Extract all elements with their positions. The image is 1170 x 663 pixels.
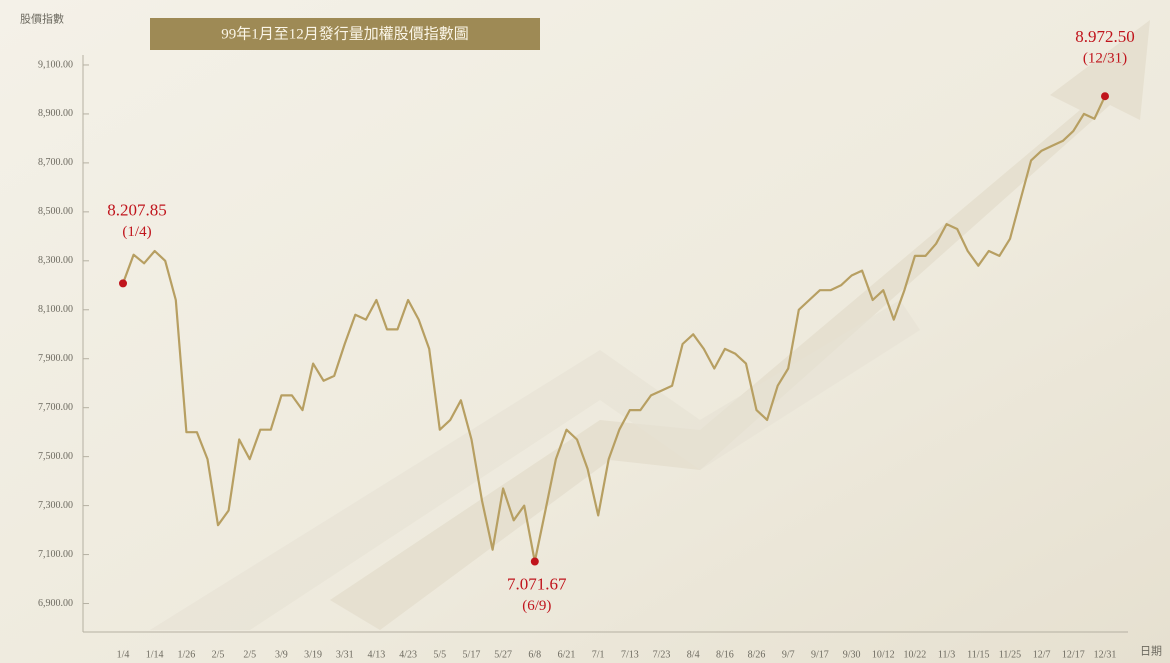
- x-tick-label: 9/30: [843, 649, 861, 660]
- x-tick-label: 12/17: [1062, 649, 1085, 660]
- x-tick-label: 11/25: [999, 649, 1021, 660]
- y-tick-label: 7,900.00: [38, 353, 73, 364]
- annotation-value: 8.972.50: [1075, 27, 1135, 46]
- x-tick-label: 7/13: [621, 649, 639, 660]
- y-tick-label: 8,700.00: [38, 157, 73, 168]
- y-tick-label: 7,700.00: [38, 402, 73, 413]
- x-tick-label: 8/4: [687, 649, 700, 660]
- highlight-point: [119, 279, 127, 288]
- x-tick-label: 10/12: [872, 649, 895, 660]
- y-tick-label: 8,100.00: [38, 304, 73, 315]
- x-tick-label: 1/4: [117, 649, 130, 660]
- x-tick-label: 1/26: [177, 649, 195, 660]
- index-line: [121, 95, 1106, 563]
- annotation-value: 8.207.85: [107, 200, 167, 219]
- y-tick-label: 7,500.00: [38, 451, 73, 462]
- annotation-date: (1/4): [122, 224, 151, 240]
- y-axis-label: 股價指數: [20, 12, 64, 26]
- x-tick-label: 7/1: [592, 649, 605, 660]
- x-tick-label: 12/7: [1033, 649, 1051, 660]
- x-tick-label: 6/8: [528, 649, 541, 660]
- x-tick-label: 3/31: [336, 649, 354, 660]
- highlight-point: [530, 557, 539, 566]
- annotation-date: (12/31): [1083, 51, 1127, 67]
- x-tick-label: 2/5: [212, 649, 225, 660]
- chart-title: 99年1月至12月發行量加權股價指數圖: [221, 25, 469, 42]
- x-tick-label: 7/23: [653, 649, 671, 660]
- decor-arrow: [330, 20, 1150, 630]
- highlight-point: [1101, 92, 1109, 101]
- x-tick-label: 5/27: [494, 649, 512, 660]
- annotation-value: 7.071.67: [507, 574, 567, 593]
- x-tick-label: 6/21: [558, 649, 576, 660]
- annotation-date: (6/9): [522, 598, 551, 614]
- x-tick-label: 11/15: [967, 649, 989, 660]
- y-tick-label: 9,100.00: [38, 59, 73, 70]
- title-box: [150, 18, 540, 50]
- x-tick-label: 12/31: [1094, 649, 1117, 660]
- x-tick-label: 3/19: [304, 649, 322, 660]
- x-tick-label: 10/22: [904, 649, 927, 660]
- x-tick-label: 8/16: [716, 649, 734, 660]
- x-tick-label: 5/17: [463, 649, 481, 660]
- y-tick-label: 6,900.00: [38, 598, 73, 609]
- y-tick-label: 7,300.00: [38, 500, 73, 511]
- x-tick-label: 8/26: [748, 649, 766, 660]
- x-axis-label: 日期: [1140, 645, 1162, 658]
- x-tick-label: 2/5: [243, 649, 256, 660]
- x-tick-label: 4/23: [399, 649, 417, 660]
- x-tick-label: 5/5: [433, 649, 446, 660]
- x-tick-label: 3/9: [275, 649, 288, 660]
- decor-shape: [150, 300, 920, 630]
- x-tick-label: 9/7: [782, 649, 795, 660]
- y-tick-label: 7,100.00: [38, 549, 73, 560]
- y-tick-label: 8,900.00: [38, 108, 73, 119]
- x-tick-label: 1/14: [146, 649, 164, 660]
- x-tick-label: 4/13: [368, 649, 386, 660]
- x-tick-label: 11/3: [938, 649, 955, 660]
- y-tick-label: 8,300.00: [38, 255, 73, 266]
- y-tick-label: 8,500.00: [38, 206, 73, 217]
- x-tick-label: 9/17: [811, 649, 829, 660]
